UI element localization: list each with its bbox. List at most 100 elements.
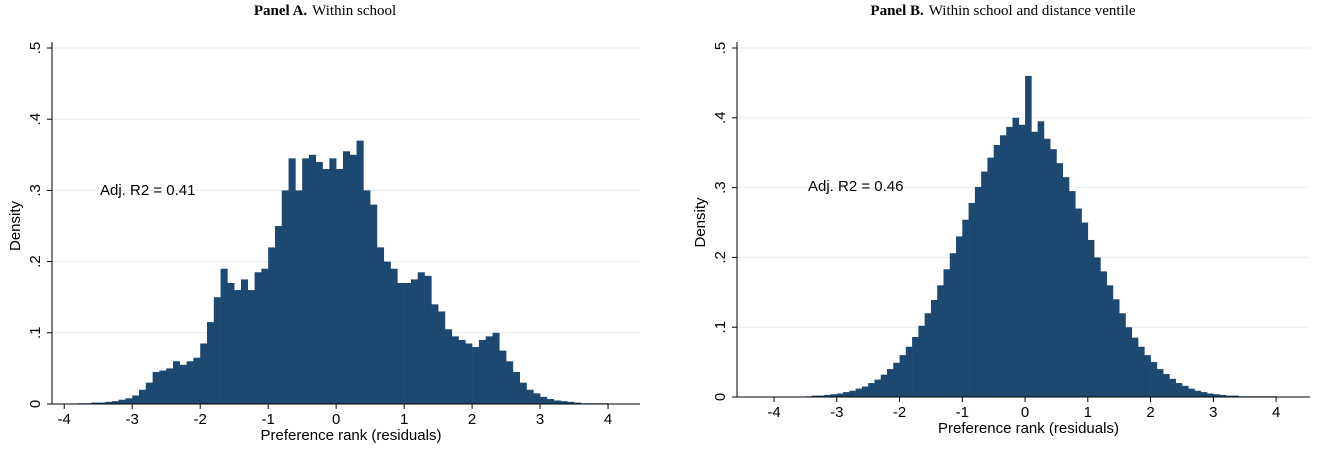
bar: [404, 282, 412, 404]
bar: [993, 145, 1001, 397]
bar: [234, 290, 242, 404]
bar: [949, 253, 957, 397]
bar: [363, 190, 371, 404]
annotation: Adj. R2 = 0.41: [100, 182, 195, 199]
bar: [397, 282, 405, 404]
bar: [962, 219, 969, 397]
bar: [1056, 163, 1064, 397]
bar: [132, 395, 140, 404]
bar: [247, 290, 255, 404]
bar: [1100, 271, 1107, 397]
bar: [574, 402, 582, 404]
bar: [899, 355, 907, 397]
bar: [918, 325, 925, 397]
bar: [886, 369, 894, 397]
bar: [999, 135, 1007, 397]
bar: [186, 361, 194, 404]
bar: [861, 386, 869, 397]
bar: [811, 395, 819, 397]
x-axis-label: Preference rank (residuals): [261, 427, 442, 444]
bar: [1181, 385, 1189, 397]
bar: [1213, 394, 1220, 397]
bar: [1087, 239, 1095, 397]
x-tick-label: -1: [956, 404, 969, 421]
bar: [843, 392, 850, 397]
y-tick-label: .5: [712, 42, 729, 55]
bar: [315, 161, 323, 404]
bar: [254, 272, 262, 404]
bar: [1012, 117, 1020, 398]
y-tick-label: .1: [712, 321, 729, 334]
bar: [444, 329, 453, 404]
x-tick-label: 4: [1272, 404, 1280, 421]
bar: [213, 297, 221, 404]
bar: [943, 269, 951, 397]
bar: [1075, 208, 1082, 397]
x-tick-label: -2: [194, 411, 207, 428]
x-tick-label: 1: [400, 411, 408, 428]
y-axis-label: Density: [7, 200, 24, 251]
bar: [438, 311, 446, 404]
bar: [533, 393, 541, 404]
bar: [849, 390, 856, 397]
bar: [1031, 131, 1038, 397]
bar: [560, 401, 568, 404]
bar: [1169, 378, 1176, 397]
x-tick-label: -3: [126, 411, 139, 428]
bar: [519, 382, 527, 404]
bar: [1062, 177, 1070, 397]
bar: [152, 371, 160, 404]
y-tick-label: 0: [712, 393, 729, 401]
bar: [1018, 124, 1026, 397]
bar: [1200, 392, 1208, 397]
bar: [166, 368, 174, 404]
bar: [553, 400, 561, 404]
bar: [506, 361, 514, 404]
bar: [1119, 313, 1126, 397]
bar: [874, 379, 882, 397]
y-tick-label: .2: [712, 251, 729, 264]
bar: [880, 374, 888, 397]
bar: [1156, 369, 1164, 397]
bar: [472, 347, 480, 404]
bar: [956, 236, 963, 397]
bar: [1081, 222, 1089, 397]
bar: [193, 357, 201, 404]
bar: [288, 158, 296, 404]
bar: [478, 339, 486, 404]
bar: [1138, 346, 1145, 397]
bar: [1069, 191, 1076, 397]
bar: [1112, 299, 1120, 397]
bar: [105, 401, 113, 404]
bar: [91, 402, 99, 404]
bar: [1150, 362, 1158, 397]
bar: [1194, 390, 1202, 397]
bar: [295, 190, 303, 404]
x-tick-label: 2: [1146, 404, 1154, 421]
bar: [308, 154, 317, 404]
bar: [987, 157, 994, 397]
bar: [540, 396, 548, 404]
panel-label: Panel A.: [254, 3, 308, 19]
bar: [329, 158, 337, 404]
y-axis-label: Density: [692, 197, 709, 248]
bar: [370, 204, 378, 404]
bar: [424, 275, 432, 404]
bar: [410, 279, 419, 404]
x-tick-label: -4: [58, 411, 71, 428]
bar: [200, 343, 208, 404]
y-tick-label: .3: [27, 184, 44, 197]
bar: [261, 268, 269, 404]
bar: [451, 336, 459, 404]
x-tick-label: -2: [893, 404, 906, 421]
panel-title: Panel A. Within school: [254, 3, 396, 19]
bar: [824, 394, 831, 397]
bar: [302, 158, 310, 404]
bar: [836, 393, 844, 397]
bar: [974, 186, 982, 397]
bar: [930, 299, 938, 397]
y-tick-label: .5: [27, 42, 44, 55]
bar: [968, 202, 976, 397]
bar: [981, 171, 988, 397]
bar: [1043, 138, 1051, 398]
